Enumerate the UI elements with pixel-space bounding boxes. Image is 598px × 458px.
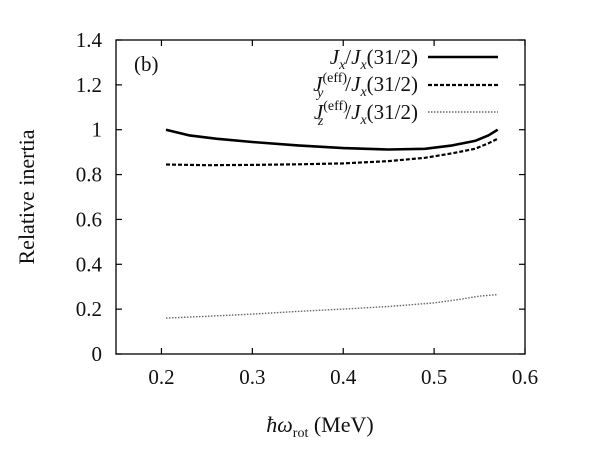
legend-entry-jz-eff: J(eff) z/Jx(31/2) [314,99,418,129]
series-group [165,128,499,319]
y-tick-label: 1.4 [76,28,103,52]
x-tick-label: 0.5 [421,365,447,389]
y-tick-label: 0.2 [76,297,102,321]
plot-frame [115,39,526,355]
y-tick-label: 0 [92,342,103,366]
y-tick-label: 1 [92,118,103,142]
y-tick-label: 1.2 [76,73,102,97]
x-tick-label: 0.2 [148,365,174,389]
x-tick-label: 0.3 [239,365,265,389]
panel-label: (b) [134,52,159,76]
legend-entry-jx: Jx/Jx(31/2) [330,45,418,73]
y-tick-label: 0.6 [76,207,102,231]
x-axis-label: ħωrot (MeV) [266,412,373,441]
legend: Jx/Jx(31/2) J(eff) y/Jx(31/2) J(eff) z/Jx(… [313,45,498,129]
x-tick-label: 0.4 [330,365,357,389]
y-axis-label: Relative inertia [14,129,39,264]
y-tick-label: 0.8 [76,163,102,187]
x-tick-label: 0.6 [512,365,538,389]
x-axis-ticks: 0.2 0.3 0.4 0.5 0.6 [148,40,538,389]
series-jx-line [165,128,499,151]
series-jz-eff-line [165,293,498,319]
y-tick-label: 0.4 [76,252,103,276]
legend-entry-jy-eff: J(eff) y/Jx(31/2) [313,71,418,101]
series-jy-eff-line [165,137,499,167]
y-axis-ticks: 0 0.2 0.4 0.6 0.8 1 1.2 1.4 [76,28,525,366]
